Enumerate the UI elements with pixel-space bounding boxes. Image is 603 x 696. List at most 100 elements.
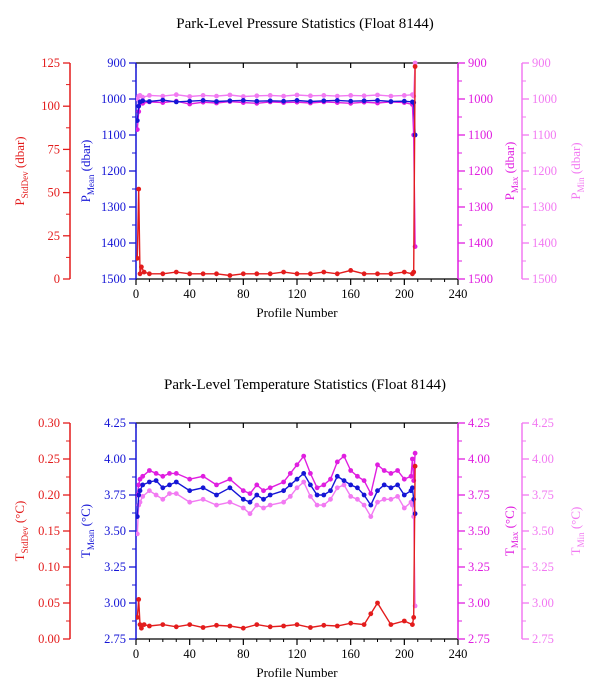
stddev-point: [173, 624, 179, 630]
mean-y-tick-label: 1500: [101, 272, 126, 286]
stddev-point: [361, 271, 367, 277]
stddev-point: [240, 271, 246, 277]
min-point: [140, 494, 146, 499]
max-point: [160, 473, 166, 479]
mean-y-tick-label: 1100: [101, 128, 126, 142]
max-point: [153, 471, 159, 476]
mean-point: [375, 98, 380, 103]
min-point: [361, 502, 367, 508]
min-point: [214, 93, 219, 99]
mean-point: [227, 485, 233, 491]
stddev-line: [136, 66, 416, 277]
mean-point: [200, 485, 206, 491]
min-point: [147, 488, 152, 494]
min-point: [334, 93, 340, 99]
stddev-point: [294, 271, 300, 277]
stddev-y-tick-label: 100: [41, 99, 60, 113]
min-point: [341, 482, 347, 488]
mean-point: [200, 98, 206, 103]
max-point: [281, 479, 286, 485]
stddev-y-tick-label: 0.10: [38, 560, 60, 574]
min-point: [254, 93, 260, 99]
mean-point: [136, 492, 142, 498]
stddev-point: [139, 625, 144, 631]
min-y-tick-label: 4.25: [532, 416, 554, 430]
mean-point: [388, 485, 394, 491]
mean-point: [355, 485, 360, 491]
max-point: [140, 473, 146, 479]
stddev-point: [321, 622, 327, 628]
mean-point: [214, 99, 219, 104]
max-y-tick-label: 1200: [468, 164, 493, 178]
stddev-point: [375, 271, 380, 277]
max-point: [341, 453, 347, 459]
mean-point: [140, 98, 146, 104]
stddev-line: [136, 466, 416, 630]
stddev-point: [136, 255, 140, 261]
max-point: [334, 459, 340, 465]
min-point: [227, 499, 233, 505]
min-point: [153, 492, 159, 498]
max-y-tick-label: 1500: [468, 272, 493, 286]
stddev-point: [173, 269, 179, 275]
mean-point: [388, 99, 394, 104]
x-axis-label: Profile Number: [256, 665, 338, 680]
stddev-point: [136, 186, 142, 192]
mean-point: [281, 98, 286, 104]
stddev-point: [139, 264, 144, 270]
pressure-chart: Park-Level Pressure Statistics (Float 81…: [12, 16, 586, 320]
min-y-tick-label: 1000: [532, 92, 557, 106]
mean-point: [341, 478, 347, 483]
min-y-tick-label: 1500: [532, 272, 557, 286]
max-point: [388, 471, 394, 476]
mean-point: [401, 98, 407, 104]
x-tick-label: 120: [288, 647, 307, 661]
max-y-tick-label: 4.25: [468, 416, 490, 430]
stddev-point: [187, 271, 193, 277]
stddev-point: [214, 622, 219, 628]
x-tick-label: 40: [183, 287, 196, 301]
min-point: [348, 93, 354, 98]
mean-y-tick-label: 3.75: [104, 488, 126, 502]
mean-point: [136, 514, 140, 519]
mean-point: [301, 471, 307, 476]
min-y-axis-label: TMin (°C): [568, 507, 586, 556]
chart-title: Park-Level Pressure Statistics (Float 81…: [176, 16, 433, 32]
max-y-tick-label: 1400: [468, 236, 493, 250]
min-point: [287, 494, 293, 499]
min-series: [136, 479, 418, 609]
min-y-tick-label: 1400: [532, 236, 557, 250]
stddev-point: [147, 623, 152, 629]
mean-point: [147, 99, 152, 104]
max-point: [410, 456, 415, 462]
max-point: [200, 473, 206, 479]
max-point: [261, 488, 266, 494]
mean-y-tick-label: 4.25: [104, 416, 126, 430]
max-y-tick-label: 2.75: [468, 632, 490, 646]
max-y-tick-label: 3.25: [468, 560, 490, 574]
mean-line: [136, 99, 416, 136]
stddev-point: [411, 615, 417, 620]
max-point: [187, 476, 193, 482]
max-point: [355, 473, 360, 479]
max-point: [294, 462, 300, 468]
stddev-point: [254, 622, 260, 627]
x-tick-label: 240: [449, 647, 468, 661]
mean-point: [160, 485, 166, 491]
mean-point: [328, 488, 333, 494]
stddev-point: [281, 269, 286, 275]
mean-point: [147, 479, 152, 485]
min-point: [321, 502, 327, 508]
min-point: [314, 502, 320, 508]
stddev-y-tick-label: 0.05: [38, 596, 60, 610]
mean-point: [137, 488, 143, 494]
min-point: [294, 92, 300, 98]
stddev-point: [267, 271, 273, 277]
stddev-y-axis-label: PStdDev (dbar): [12, 136, 30, 205]
max-point: [375, 462, 380, 468]
mean-y-tick-label: 1300: [101, 200, 126, 214]
max-y-axis-label: PMax (dbar): [502, 142, 520, 201]
min-point: [388, 93, 394, 99]
min-point: [355, 496, 360, 502]
min-y-tick-label: 3.75: [532, 488, 554, 502]
